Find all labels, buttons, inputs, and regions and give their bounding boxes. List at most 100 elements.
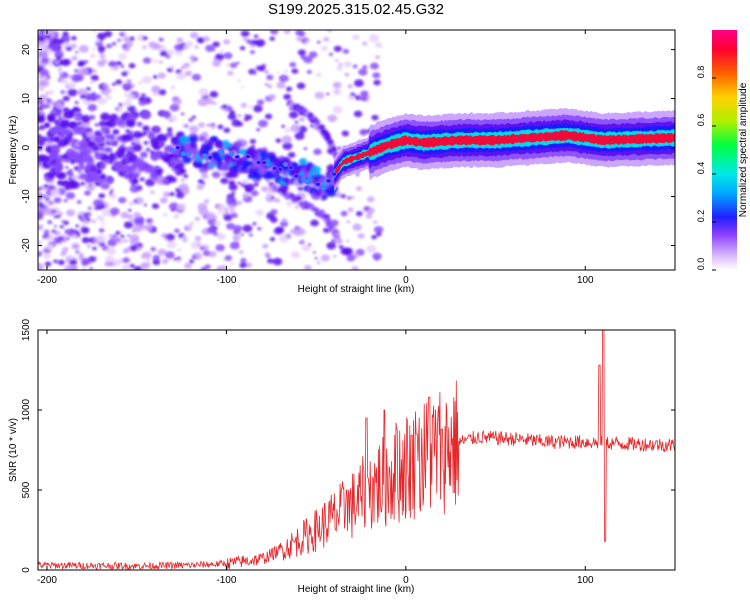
heatmap-blob	[96, 234, 107, 243]
heatmap-blob	[198, 122, 206, 128]
heatmap-blob	[227, 113, 237, 120]
heatmap-blob	[361, 130, 366, 134]
heatmap-blob	[278, 234, 289, 243]
heatmap-blob	[105, 255, 114, 263]
heatmap-blob	[299, 158, 308, 165]
heatmap-blob	[59, 225, 64, 229]
heatmap-blob	[212, 101, 217, 106]
heatmap-blob	[50, 188, 61, 197]
heatmap-blob	[38, 44, 48, 53]
heatmap-blob	[174, 228, 180, 234]
heatmap-blob	[240, 233, 244, 236]
heatmap-blob	[274, 198, 281, 203]
heatmap-blob	[122, 82, 133, 91]
heatmap-blob	[145, 218, 154, 224]
heatmap-blob	[76, 125, 87, 135]
heatmap-peak-dot	[288, 165, 295, 171]
heatmap-blob	[198, 207, 209, 216]
heatmap-blob	[117, 145, 127, 153]
heatmap-blob	[313, 148, 322, 156]
heatmap-blob	[85, 130, 95, 138]
heatmap-blob	[323, 36, 330, 42]
heatmap-blob	[184, 70, 193, 77]
heatmap-blob	[39, 79, 50, 88]
heatmap-blob	[169, 65, 175, 70]
heatmap-blob	[269, 216, 278, 223]
heatmap-blob	[127, 105, 136, 113]
heatmap-blob	[84, 190, 92, 196]
heatmap-blob	[46, 171, 56, 179]
top-y-tick-label: 10	[21, 93, 32, 105]
heatmap-blob	[64, 165, 69, 169]
heatmap-blob	[325, 92, 330, 96]
heatmap-blob	[98, 216, 105, 222]
heatmap-blob	[315, 72, 322, 77]
heatmap-blob	[189, 55, 197, 61]
heatmap-blob	[74, 100, 79, 105]
heatmap-blob	[99, 54, 106, 59]
heatmap-blob	[176, 72, 187, 80]
heatmap-blob	[220, 177, 229, 184]
heatmap-blob	[133, 212, 141, 219]
heatmap-blob	[77, 210, 85, 216]
heatmap-blob	[206, 124, 211, 127]
heatmap-blob	[70, 74, 82, 83]
heatmap-blob	[91, 219, 96, 224]
heatmap-peak-dot	[228, 151, 235, 157]
heatmap-peak-dot	[331, 171, 338, 177]
heatmap-blob	[150, 57, 154, 61]
heatmap-blob	[108, 234, 112, 237]
heatmap-blob	[347, 84, 354, 89]
heatmap-blob	[92, 69, 98, 74]
heatmap-blob	[78, 139, 89, 148]
top-x-tick-label: 100	[577, 275, 594, 286]
heatmap-blob	[225, 63, 231, 67]
heatmap-blob	[133, 266, 143, 270]
heatmap-blob	[191, 255, 197, 260]
heatmap-blob	[185, 223, 194, 230]
heatmap-blob	[267, 258, 274, 264]
heatmap-blob	[123, 133, 134, 142]
heatmap-blob	[139, 151, 148, 159]
heatmap-blob	[166, 131, 173, 137]
heatmap-blob	[290, 251, 301, 259]
heatmap-blob	[108, 191, 114, 195]
top-y-tick-label: 20	[21, 44, 32, 56]
heatmap-blob	[39, 103, 47, 110]
heatmap-blob	[69, 150, 81, 160]
heatmap-blob	[51, 229, 57, 234]
heatmap-blob	[353, 110, 363, 118]
heatmap-blob	[82, 220, 89, 226]
heatmap-blob	[121, 71, 128, 77]
top-y-tick-label: 0	[21, 144, 32, 150]
heatmap-blob	[182, 155, 192, 164]
heatmap-blob	[250, 190, 259, 197]
heatmap-blob	[299, 239, 305, 243]
bottom-x-tick-label: -200	[37, 575, 57, 586]
heatmap-blob	[316, 261, 321, 265]
heatmap-blob	[54, 33, 58, 37]
heatmap-blob	[120, 234, 125, 239]
heatmap-blob	[205, 44, 215, 52]
heatmap-blob	[296, 36, 303, 42]
heatmap-blob	[61, 102, 65, 106]
heatmap-blob	[61, 34, 70, 42]
heatmap-blob	[336, 66, 343, 71]
heatmap-blob	[142, 36, 148, 41]
heatmap-blob	[144, 225, 153, 232]
heatmap-blob	[298, 116, 306, 122]
heatmap-blob	[157, 72, 166, 79]
heatmap-blob	[215, 221, 219, 225]
heatmap-blob	[334, 191, 343, 198]
heatmap-blob	[78, 67, 89, 76]
bottom-y-axis: 0 500 1000 1500	[21, 318, 675, 573]
bottom-x-tick-label: 0	[403, 575, 409, 586]
heatmap-blob	[202, 250, 211, 257]
heatmap-blob	[74, 69, 79, 73]
heatmap-blob	[129, 218, 135, 223]
heatmap-blob	[38, 206, 42, 212]
heatmap-blob	[150, 246, 156, 252]
heatmap-blob	[226, 106, 233, 111]
heatmap-blob	[132, 131, 142, 139]
